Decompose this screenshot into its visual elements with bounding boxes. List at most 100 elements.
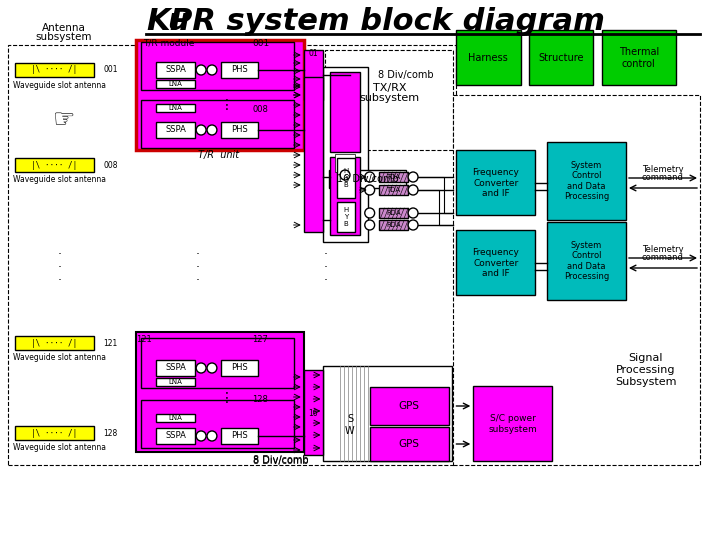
Text: ☞: ☞ bbox=[53, 108, 76, 132]
Bar bbox=[329, 170, 406, 188]
Bar bbox=[156, 414, 195, 422]
Bar bbox=[473, 386, 552, 461]
Text: ⋮: ⋮ bbox=[220, 391, 234, 405]
Circle shape bbox=[408, 185, 418, 195]
Text: ·: · bbox=[195, 248, 199, 261]
Text: TX/RX: TX/RX bbox=[373, 83, 406, 93]
Text: GPS: GPS bbox=[399, 439, 420, 449]
Bar bbox=[156, 428, 195, 444]
Bar bbox=[304, 77, 323, 232]
Bar bbox=[379, 185, 408, 195]
Text: PHS: PHS bbox=[231, 363, 248, 373]
Bar bbox=[221, 360, 258, 376]
Text: subsystem: subsystem bbox=[36, 32, 92, 42]
Bar bbox=[156, 80, 195, 88]
Circle shape bbox=[207, 65, 217, 75]
Text: Antenna: Antenna bbox=[42, 23, 86, 33]
Bar bbox=[369, 427, 449, 461]
Bar bbox=[136, 40, 304, 150]
Bar bbox=[304, 50, 323, 100]
Text: command: command bbox=[642, 173, 683, 183]
Text: 128: 128 bbox=[253, 395, 269, 404]
Text: Ku: Ku bbox=[146, 8, 189, 37]
Text: 16 Div/comb: 16 Div/comb bbox=[337, 174, 399, 184]
Text: LNA: LNA bbox=[168, 415, 182, 421]
Bar bbox=[330, 157, 360, 235]
Bar bbox=[336, 154, 355, 172]
Text: LNA: LNA bbox=[168, 379, 182, 385]
Text: 008: 008 bbox=[104, 160, 118, 170]
Circle shape bbox=[207, 125, 217, 135]
Circle shape bbox=[196, 125, 206, 135]
Bar bbox=[221, 428, 258, 444]
Text: 008: 008 bbox=[253, 105, 269, 114]
Text: PHS: PHS bbox=[231, 125, 248, 134]
Text: 128: 128 bbox=[104, 429, 118, 437]
Text: Waveguide slot antenna: Waveguide slot antenna bbox=[13, 443, 106, 453]
Circle shape bbox=[340, 170, 350, 180]
Text: LNA: LNA bbox=[168, 105, 182, 111]
Text: ·: · bbox=[323, 248, 328, 261]
Bar bbox=[454, 95, 700, 465]
Bar bbox=[337, 158, 355, 198]
Bar bbox=[337, 202, 355, 232]
Text: ·: · bbox=[323, 261, 328, 274]
Bar bbox=[379, 220, 408, 230]
Text: Waveguide slot antenna: Waveguide slot antenna bbox=[13, 80, 106, 90]
Text: T/R module: T/R module bbox=[143, 38, 194, 48]
Bar bbox=[15, 63, 94, 77]
Text: S/C power
subsystem: S/C power subsystem bbox=[488, 414, 537, 434]
Text: Signal
Processing
Subsystem: Signal Processing Subsystem bbox=[615, 353, 677, 387]
Text: |\ ···· /|: |\ ···· /| bbox=[31, 160, 77, 170]
Bar bbox=[323, 366, 451, 461]
Text: Frequency
Converter
and IF: Frequency Converter and IF bbox=[472, 248, 519, 278]
Text: 8 Div/comb: 8 Div/comb bbox=[377, 70, 433, 80]
Text: Harness: Harness bbox=[468, 53, 508, 63]
Bar bbox=[141, 400, 294, 448]
Text: RDA: RDA bbox=[386, 210, 400, 216]
Text: 001: 001 bbox=[104, 65, 118, 75]
Bar bbox=[603, 30, 676, 85]
Circle shape bbox=[408, 172, 418, 182]
Circle shape bbox=[207, 431, 217, 441]
Text: 8 Div/comb: 8 Div/comb bbox=[253, 455, 309, 465]
Circle shape bbox=[196, 65, 206, 75]
Bar bbox=[8, 45, 456, 465]
Text: Telemetry: Telemetry bbox=[642, 246, 683, 254]
Bar bbox=[547, 142, 626, 220]
Text: ⋮: ⋮ bbox=[220, 98, 234, 112]
Text: 16: 16 bbox=[309, 408, 318, 417]
Text: H
Y
B: H Y B bbox=[343, 207, 348, 227]
Text: PR system block diagram: PR system block diagram bbox=[170, 8, 605, 37]
Bar bbox=[156, 122, 195, 138]
Circle shape bbox=[365, 220, 374, 230]
Text: LNA: LNA bbox=[168, 81, 182, 87]
Bar bbox=[141, 42, 294, 90]
Circle shape bbox=[365, 172, 374, 182]
Circle shape bbox=[408, 220, 418, 230]
Text: H
Y
B: H Y B bbox=[343, 168, 348, 188]
Text: SSPA: SSPA bbox=[165, 65, 186, 75]
Bar bbox=[221, 122, 258, 138]
Text: 121: 121 bbox=[136, 335, 152, 345]
Text: SSPA: SSPA bbox=[165, 363, 186, 373]
Bar bbox=[156, 104, 195, 112]
Bar bbox=[156, 360, 195, 376]
Text: SSPA: SSPA bbox=[165, 431, 186, 441]
Circle shape bbox=[365, 185, 374, 195]
Circle shape bbox=[196, 431, 206, 441]
Bar bbox=[15, 336, 94, 350]
Bar bbox=[330, 72, 360, 152]
Bar bbox=[304, 370, 323, 455]
Bar bbox=[379, 172, 408, 182]
Bar bbox=[456, 150, 536, 215]
Bar bbox=[456, 30, 521, 85]
Circle shape bbox=[196, 363, 206, 373]
Bar bbox=[15, 426, 94, 440]
Bar bbox=[136, 332, 304, 452]
Text: 001: 001 bbox=[253, 38, 269, 48]
Circle shape bbox=[207, 363, 217, 373]
Text: Frequency
Converter
and IF: Frequency Converter and IF bbox=[472, 168, 519, 198]
Text: System
Control
and Data
Processing: System Control and Data Processing bbox=[564, 241, 609, 281]
Bar bbox=[141, 338, 294, 388]
